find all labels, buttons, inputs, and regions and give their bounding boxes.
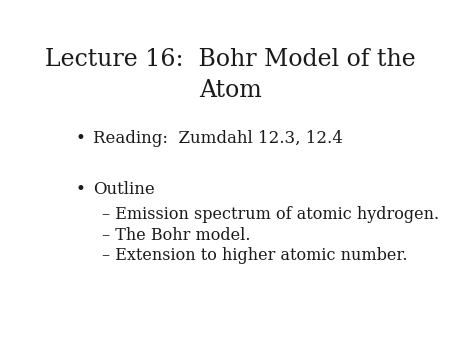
Text: •: •	[76, 181, 86, 198]
Text: Lecture 16:  Bohr Model of the
Atom: Lecture 16: Bohr Model of the Atom	[45, 48, 416, 101]
Text: – The Bohr model.: – The Bohr model.	[102, 227, 250, 244]
Text: – Emission spectrum of atomic hydrogen.: – Emission spectrum of atomic hydrogen.	[102, 206, 439, 223]
Text: •: •	[76, 130, 86, 147]
Text: Reading:  Zumdahl 12.3, 12.4: Reading: Zumdahl 12.3, 12.4	[93, 130, 343, 147]
Text: – Extension to higher atomic number.: – Extension to higher atomic number.	[102, 247, 407, 264]
Text: Outline: Outline	[93, 181, 155, 198]
